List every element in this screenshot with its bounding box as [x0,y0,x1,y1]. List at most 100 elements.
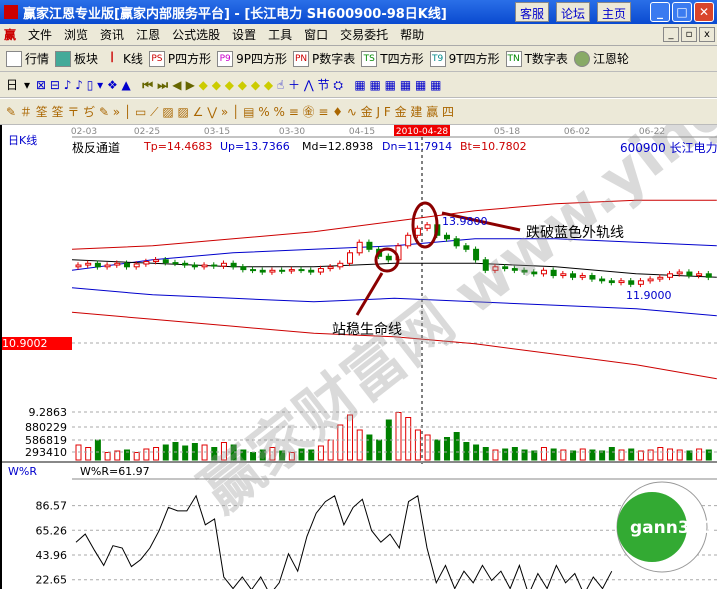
date-tick: 06-22 [639,127,665,137]
candle [560,273,567,277]
candle [356,241,363,254]
candle [230,262,237,268]
candle [637,280,644,285]
chevron-down-icon[interactable]: ▾ [24,77,31,92]
menu-help[interactable]: 帮助 [400,28,425,42]
mdi-restore-button[interactable]: ▫ [681,27,697,42]
p-square-button[interactable]: PS P四方形 [148,50,212,67]
kline-icon: ┃ [109,52,115,63]
t-table-button[interactable]: TN T数字表 [505,50,568,67]
candle [385,255,392,261]
menu-settings[interactable]: 设置 [232,28,257,42]
menu-file[interactable]: 文件 [28,28,53,42]
volume-bar [550,448,557,461]
candle [211,264,218,267]
candle [347,252,354,264]
volume-bar [579,448,586,461]
volume-bar [511,447,518,461]
channel-line-md [71,259,717,278]
volume-bar [463,442,470,461]
wr-line [75,494,613,592]
candle [482,259,489,271]
gann-draw-icons[interactable]: ✎ ＃ 筌 筌 〒 ぢ ✎ » │ ▭ ⟋ ▨ ▨ ∠ ⋁ » │ ▤ % % … [6,105,455,119]
volume-bar [705,449,712,461]
volume-bar [540,447,547,461]
indicator-up: Up=13.7366 [220,140,290,153]
t-square-button[interactable]: TS T四方形 [361,50,424,67]
menu-news[interactable]: 资讯 [100,28,125,42]
annotation-support: 站稳生命线 [332,322,402,338]
label: P四方形 [167,52,212,66]
volume-tick: 880229 [25,421,67,434]
mdi-close-button[interactable]: x [699,27,715,42]
ts-icon: TS [361,50,378,67]
candle [162,259,169,264]
volume-bar [676,449,683,461]
volume-bar [637,450,644,461]
draw-tools-icons[interactable]: ⊠ ⊟ ♪ ♪ ▯ ▾ ❖ ▲ ⏮ ⏭ ◀ ▶ ◆ ◆ ◆ ◆ ◆ ◆ ☝ ＋ … [36,78,442,92]
candle [172,262,179,265]
candle [298,269,305,272]
volume-bar [531,450,538,461]
wr-tick: 43.96 [36,549,68,562]
menu-tools[interactable]: 工具 [268,28,293,42]
candle [657,276,664,280]
minimize-button[interactable]: _ [650,2,670,22]
volume-bar [424,434,431,461]
candle [608,280,615,284]
candle [473,248,480,261]
forum-button[interactable]: 论坛 [556,2,591,22]
indicator-name: 极反通道 [72,141,121,155]
label: 行情 [25,52,50,66]
date-highlight [394,125,450,136]
label: K线 [123,52,143,66]
menu-browse[interactable]: 浏览 [64,28,89,42]
volume-bar [618,449,625,461]
volume-bar [628,448,635,461]
home-button[interactable]: 主页 [597,2,632,22]
p-table-button[interactable]: PN P数字表 [293,50,355,67]
ps-icon: PS [148,50,165,67]
candle [570,273,577,278]
gann360-logo-text: gann360 [630,518,714,538]
candle [327,266,334,270]
wr-label: W%R [8,465,37,478]
mdi-minimize-button[interactable]: _ [663,27,679,42]
volume-bar [608,447,615,461]
channel-line-up [71,238,717,271]
volume-bar [376,439,383,461]
9p-square-button[interactable]: P9 9P四方形 [217,50,287,67]
volume-bar [647,449,654,461]
menu-gann[interactable]: 江恩 [136,28,161,42]
volume-bar [560,449,567,461]
kline-button[interactable]: ┃ K线 [104,50,143,67]
candle [463,245,470,250]
service-button[interactable]: 客服 [515,2,550,22]
price-marker: 10.9002 [2,337,72,350]
annotation-arrow-support [355,272,384,316]
volume-bar [240,449,247,461]
candle [540,269,547,275]
menu-formula[interactable]: 公式选股 [172,28,221,42]
volume-bar [657,447,664,461]
sector-button[interactable]: 板块 [55,50,98,67]
blocks-icon [55,50,72,67]
close-button[interactable]: ✕ [694,2,714,22]
indicator-tp: Tp=14.4683 [144,140,213,153]
candle [511,268,518,271]
volume-bar [347,414,354,461]
volume-bar [123,449,130,461]
volume-bar [279,450,286,461]
quotes-button[interactable]: 行情 [6,50,49,67]
menu-window[interactable]: 窗口 [304,28,329,42]
label: 江恩轮 [592,52,629,66]
gann-wheel-button[interactable]: 江恩轮 [573,50,629,67]
9t-square-button[interactable]: T9 9T四方形 [429,50,500,67]
candle [414,227,421,236]
menu-trade[interactable]: 交易委托 [340,28,389,42]
candle [686,271,693,277]
period-select[interactable]: 日 [6,78,19,92]
maximize-button[interactable]: □ [672,2,692,22]
